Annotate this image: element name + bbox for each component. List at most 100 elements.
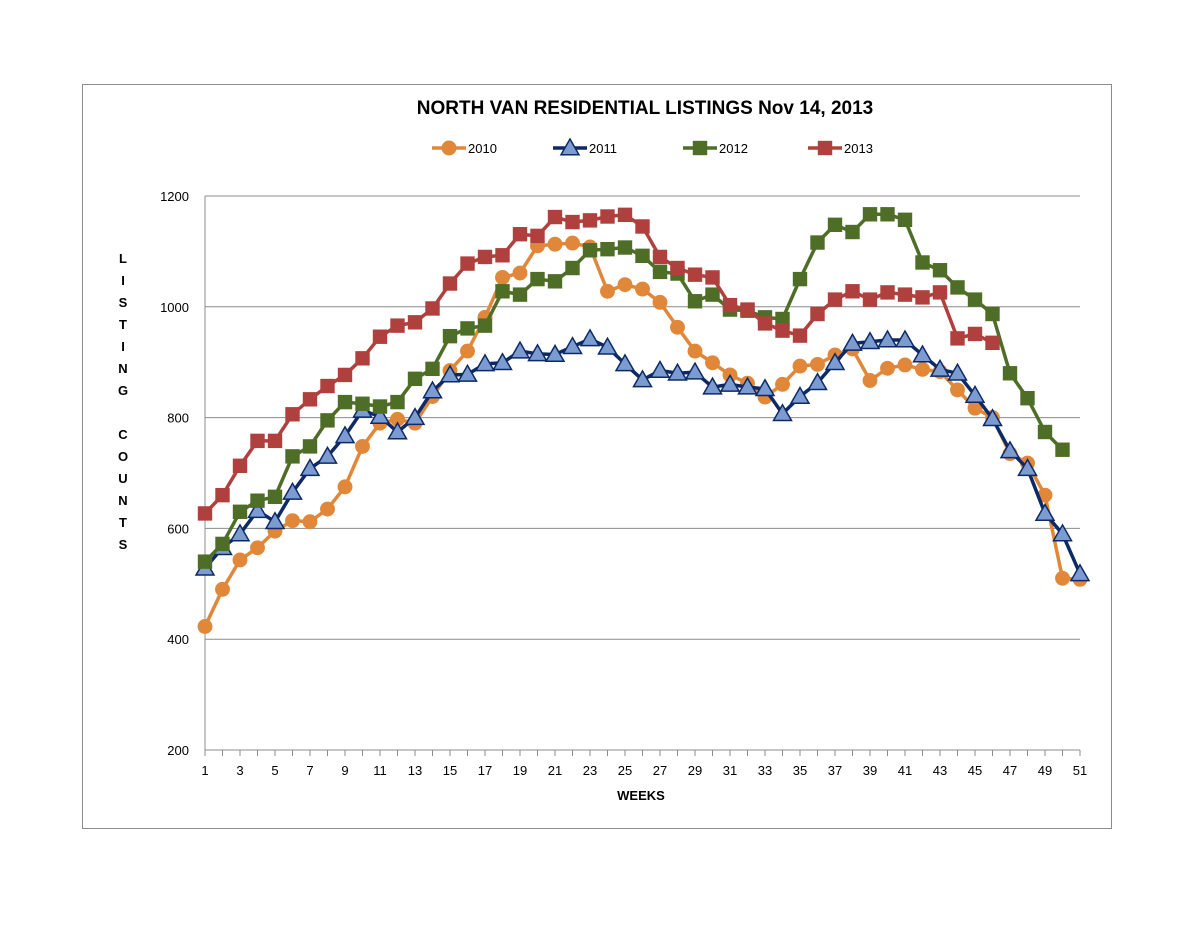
data-point-2013 — [215, 487, 230, 503]
x-tick-label: 13 — [408, 763, 422, 778]
data-point-2012 — [810, 235, 825, 250]
data-point-2012 — [232, 504, 248, 519]
legend-label: 2013 — [844, 141, 873, 156]
data-point-2012 — [775, 311, 790, 327]
data-point-2012 — [355, 396, 370, 411]
x-tick-label: 15 — [443, 763, 457, 778]
data-point-2010 — [880, 360, 895, 376]
y-tick-label: 600 — [167, 521, 189, 536]
data-point-2011 — [597, 336, 618, 355]
data-point-2011 — [1017, 458, 1038, 477]
data-point-2013 — [407, 315, 423, 330]
data-point-2011 — [492, 352, 513, 371]
data-point-2013 — [950, 331, 965, 346]
data-point-2012 — [495, 284, 510, 299]
data-point-2011 — [247, 500, 268, 519]
data-point-2013 — [460, 256, 475, 271]
x-tick-label: 3 — [236, 763, 243, 778]
data-point-2012 — [285, 449, 300, 464]
data-point-2010 — [495, 269, 510, 285]
data-point-2012 — [950, 280, 965, 295]
data-point-2010 — [967, 400, 983, 416]
x-tick-label: 45 — [968, 763, 982, 778]
data-point-2011 — [737, 376, 758, 395]
data-point-2012 — [565, 260, 580, 276]
data-point-2011 — [334, 425, 356, 444]
data-point-2011 — [667, 362, 688, 381]
data-point-2010 — [355, 438, 370, 454]
data-point-2010 — [250, 540, 265, 556]
data-point-2013 — [827, 292, 843, 307]
data-point-2013 — [897, 287, 913, 302]
data-point-2011 — [457, 363, 478, 382]
x-tick-label: 51 — [1073, 763, 1087, 778]
y-axis-title-letter: T — [119, 515, 127, 530]
data-point-2011 — [754, 378, 776, 397]
data-point-2011 — [999, 440, 1021, 459]
data-point-2013 — [355, 351, 370, 366]
data-point-2011 — [1069, 563, 1091, 582]
data-point-2012 — [460, 321, 475, 336]
data-point-2011 — [789, 386, 811, 405]
legend-marker-2013 — [817, 140, 833, 156]
series-2011 — [194, 328, 1091, 582]
x-tick-label: 33 — [758, 763, 772, 778]
data-point-2010 — [232, 552, 248, 568]
data-point-2011 — [509, 340, 531, 359]
x-tick-label: 27 — [653, 763, 667, 778]
data-point-2010 — [547, 236, 563, 252]
data-point-2013 — [652, 249, 668, 265]
data-point-2013 — [740, 302, 755, 317]
data-point-2011 — [527, 343, 548, 362]
data-point-2012 — [512, 287, 528, 302]
y-axis-title-letter: S — [119, 295, 128, 310]
data-point-2011 — [579, 328, 601, 347]
data-point-2013 — [915, 290, 930, 305]
data-point-2011 — [772, 403, 793, 422]
data-point-2011 — [317, 445, 338, 464]
data-point-2012 — [967, 292, 983, 307]
series-2013 — [197, 207, 1000, 521]
data-point-2012 — [845, 224, 860, 240]
x-tick-label: 29 — [688, 763, 702, 778]
data-point-2013 — [810, 306, 825, 322]
data-point-2012 — [442, 328, 458, 344]
y-axis-title-letter: C — [118, 427, 128, 442]
data-point-2012 — [337, 394, 353, 410]
axes — [204, 196, 1081, 756]
y-tick-label: 400 — [167, 632, 189, 647]
data-point-2013 — [705, 270, 720, 285]
data-point-2013 — [757, 316, 773, 331]
x-tick-label: 21 — [548, 763, 562, 778]
data-point-2010 — [512, 265, 528, 281]
data-point-2012 — [792, 271, 808, 287]
data-point-2011 — [894, 329, 916, 348]
x-tick-label: 37 — [828, 763, 842, 778]
data-point-2012 — [897, 212, 913, 228]
legend-marker-2010 — [441, 140, 457, 156]
data-point-2010 — [197, 619, 213, 634]
gridlines — [205, 195, 1080, 640]
data-point-2013 — [232, 458, 248, 473]
x-tick-label: 5 — [271, 763, 278, 778]
data-point-2013 — [600, 209, 615, 224]
x-tick-label: 31 — [723, 763, 737, 778]
data-point-2013 — [845, 284, 860, 299]
data-point-2012 — [250, 493, 265, 508]
x-tick-label: 17 — [478, 763, 492, 778]
data-point-2011 — [947, 362, 968, 381]
data-point-2013 — [390, 318, 405, 333]
data-point-2013 — [792, 328, 808, 343]
data-point-2010 — [215, 581, 230, 597]
data-point-2011 — [719, 373, 741, 392]
data-point-2012 — [617, 240, 633, 255]
data-point-2010 — [897, 357, 913, 373]
chart-title: NORTH VAN RESIDENTIAL LISTINGS Nov 14, 2… — [417, 98, 873, 119]
x-tick-label: 47 — [1003, 763, 1017, 778]
data-point-2010 — [792, 358, 808, 374]
data-point-2012 — [582, 243, 598, 258]
data-point-2013 — [197, 506, 213, 521]
data-point-2013 — [617, 207, 633, 223]
